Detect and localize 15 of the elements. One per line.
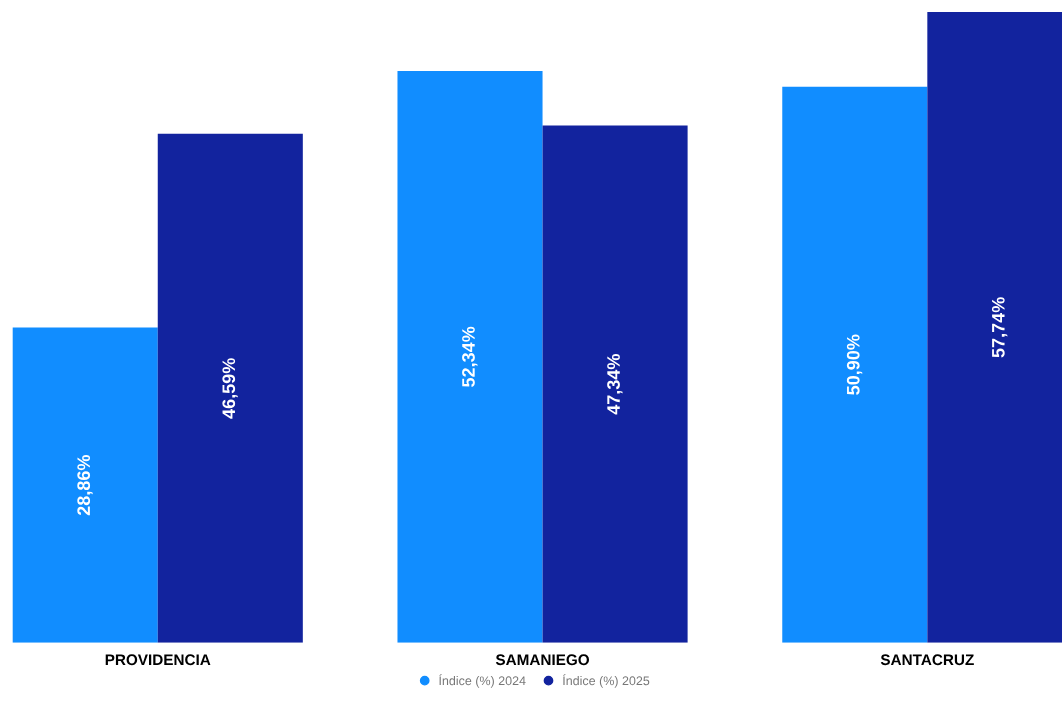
bar: [12, 327, 158, 643]
legend-label: Índice (%) 2024: [439, 674, 526, 688]
data-label: 57,74%: [991, 297, 1008, 358]
bar: [157, 133, 303, 643]
bar: [397, 70, 543, 643]
data-label: 46,59%: [222, 358, 238, 419]
legend-label: Índice (%) 2025: [563, 674, 650, 688]
x-tick-label: SAMANIEGO: [495, 654, 590, 666]
data-label: 47,34%: [607, 354, 623, 415]
bar: [542, 125, 688, 643]
x-tick-label: PROVIDENCIA: [105, 654, 211, 666]
data-label: 28,86%: [77, 455, 93, 516]
data-label: 50,90%: [846, 334, 863, 395]
data-label: 52,34%: [462, 326, 478, 387]
x-tick-label: SANTACRUZ: [880, 654, 974, 666]
